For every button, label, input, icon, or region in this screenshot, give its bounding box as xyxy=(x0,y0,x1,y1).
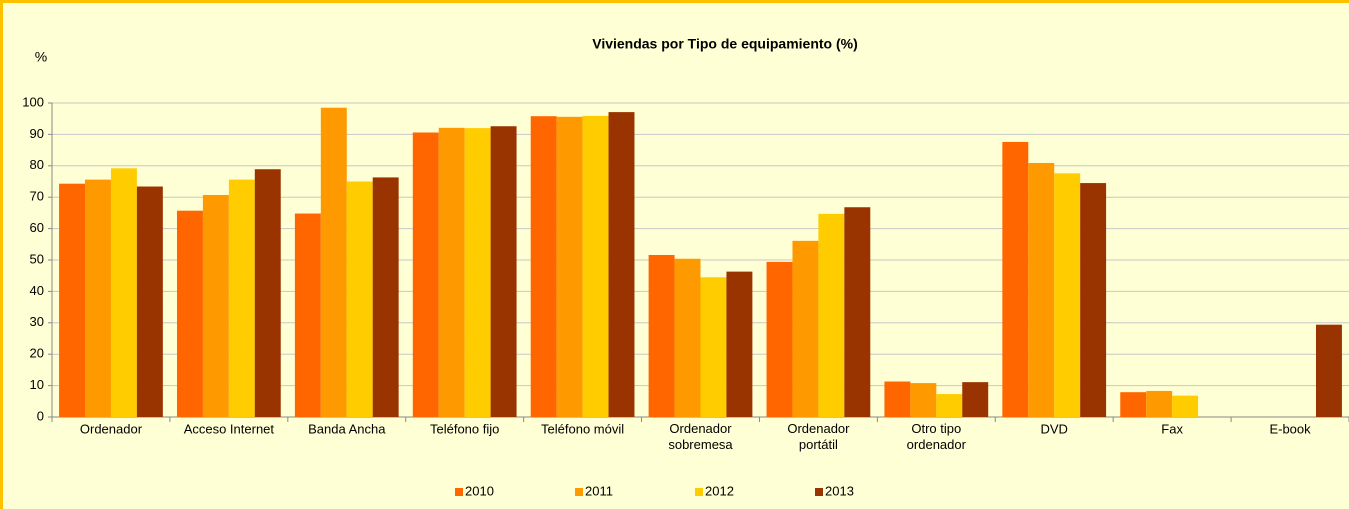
bar xyxy=(136,186,163,417)
bar xyxy=(202,195,229,417)
bar xyxy=(608,112,635,417)
bar xyxy=(1120,392,1147,417)
y-tick-label: 80 xyxy=(30,157,44,172)
bar xyxy=(766,261,793,417)
bar xyxy=(1028,162,1055,417)
bar xyxy=(1315,324,1342,417)
bar xyxy=(962,382,989,417)
y-tick-label: 50 xyxy=(30,251,44,266)
y-tick-label: 30 xyxy=(30,314,44,329)
legend-swatch xyxy=(575,488,583,496)
bar xyxy=(228,179,255,417)
bar xyxy=(294,213,321,417)
bar xyxy=(936,394,963,417)
bar xyxy=(254,169,281,417)
y-tick-label: 100 xyxy=(22,94,44,109)
bar xyxy=(464,128,491,417)
x-tick-label: Fax xyxy=(1161,421,1183,436)
bar xyxy=(648,254,675,417)
bar xyxy=(1054,173,1081,417)
x-tick-label: Ordenador sobremesa xyxy=(668,421,733,452)
y-tick-label: 60 xyxy=(30,220,44,235)
bar xyxy=(1146,390,1173,417)
bar xyxy=(438,127,465,417)
legend-swatch xyxy=(695,488,703,496)
legend-label: 2010 xyxy=(465,483,494,498)
bar xyxy=(884,381,911,417)
bar xyxy=(844,207,871,417)
bar xyxy=(110,168,137,417)
legend-swatch xyxy=(455,488,463,496)
bar xyxy=(674,258,701,417)
x-tick-label: Otro tipo ordenador xyxy=(907,421,967,452)
bar xyxy=(490,126,517,418)
bar xyxy=(320,107,347,418)
x-tick-label: Ordenador xyxy=(80,421,143,436)
bar xyxy=(176,210,203,417)
bar xyxy=(726,271,753,417)
x-tick-label: Acceso Internet xyxy=(184,421,275,436)
y-tick-label: 40 xyxy=(30,283,44,298)
bar xyxy=(556,116,583,417)
legend-label: 2012 xyxy=(705,483,734,498)
y-tick-label: 90 xyxy=(30,126,44,141)
bar xyxy=(818,213,845,417)
bar xyxy=(59,183,86,417)
y-tick-label: 10 xyxy=(30,377,44,392)
y-tick-label: 0 xyxy=(37,408,44,423)
y-axis-label: % xyxy=(35,49,47,65)
x-tick-label: E-book xyxy=(1269,421,1311,436)
bar xyxy=(1002,141,1029,417)
bar xyxy=(412,132,439,418)
y-tick-label: 20 xyxy=(30,346,44,361)
legend-swatch xyxy=(815,488,823,496)
chart-title: Viviendas por Tipo de equipamiento (%) xyxy=(592,36,858,52)
bar xyxy=(85,179,111,417)
bar xyxy=(1080,183,1107,417)
bar xyxy=(1172,395,1199,417)
bar xyxy=(910,383,937,417)
bar xyxy=(792,240,819,417)
x-tick-label: Teléfono móvil xyxy=(541,421,624,436)
y-tick-label: 70 xyxy=(30,189,44,204)
x-tick-label: Teléfono fijo xyxy=(430,421,499,436)
x-tick-label: Ordenador portátil xyxy=(787,421,850,452)
bar xyxy=(582,115,609,418)
legend-label: 2013 xyxy=(825,483,854,498)
x-tick-label: DVD xyxy=(1041,421,1068,436)
bar xyxy=(346,181,373,417)
legend-label: 2011 xyxy=(585,483,613,498)
x-tick-label: Banda Ancha xyxy=(308,421,386,436)
bar xyxy=(700,277,727,417)
bar xyxy=(530,116,557,418)
bar xyxy=(372,177,399,417)
